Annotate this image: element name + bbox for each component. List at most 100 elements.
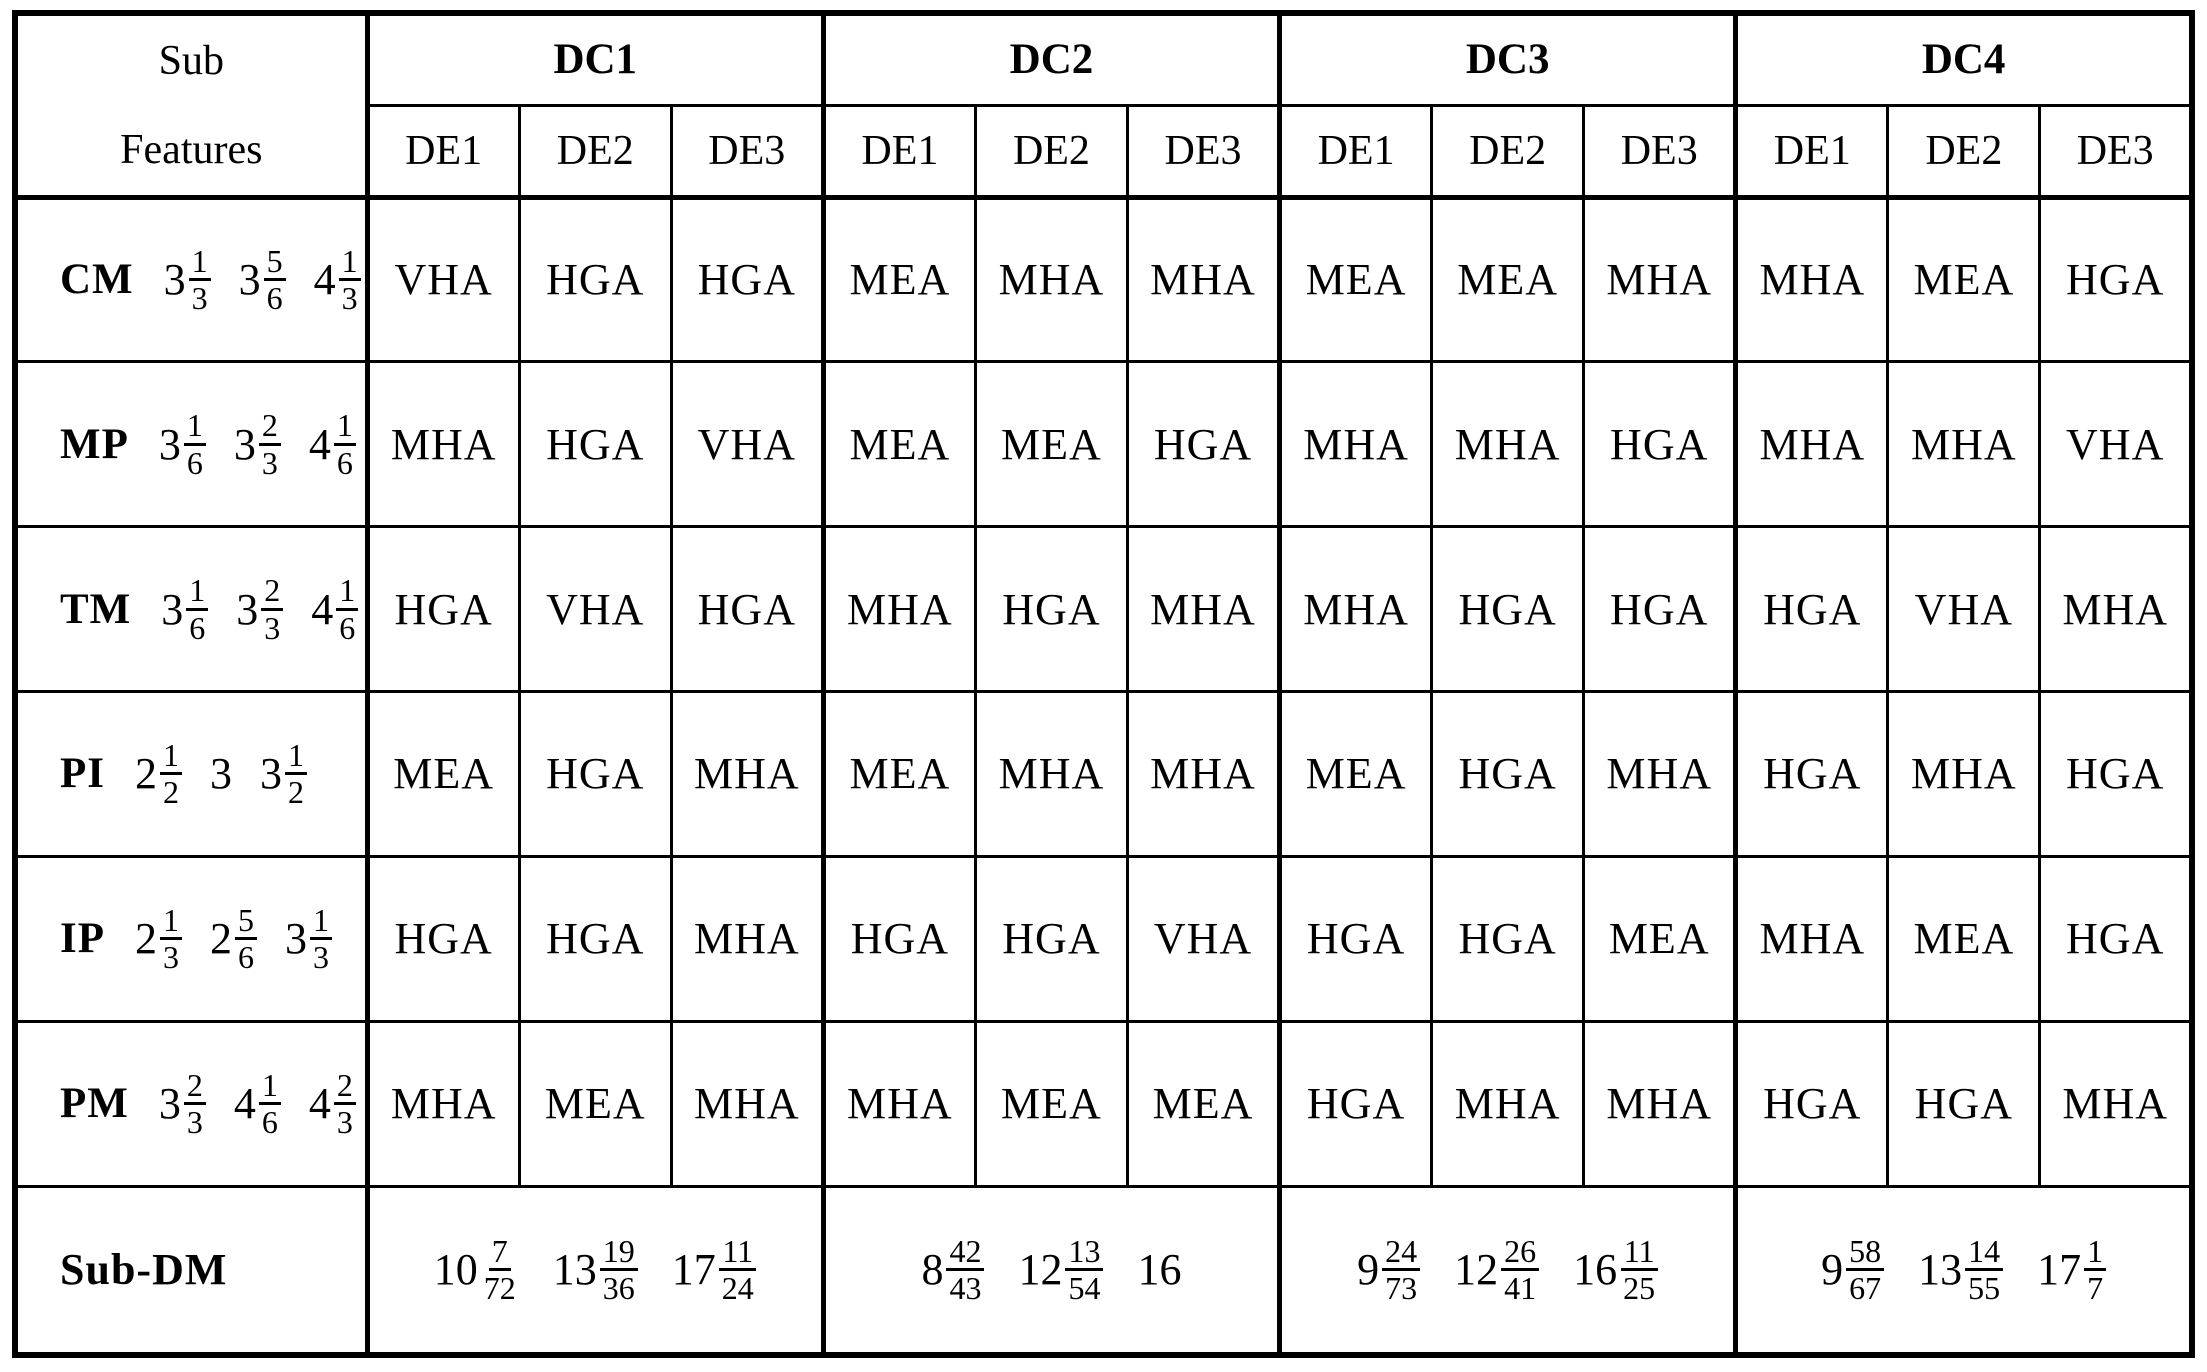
rating-cell: MHA	[1125, 690, 1282, 858]
fraction-numerator: 1	[310, 903, 332, 941]
feature-label-pm: PM 3 2 3 4 1 6 4 2 3	[13, 1019, 369, 1188]
rating-cell: HGA	[2038, 195, 2194, 364]
fraction-numerator: 58	[1846, 1234, 1885, 1272]
fraction-numerator: 2	[258, 408, 281, 446]
rating-cell: HGA	[669, 195, 825, 364]
fraction-numerator: 24	[1382, 1234, 1421, 1272]
fraction-denominator: 36	[602, 1270, 635, 1307]
subcolumn-header-dc3-de1: DE1	[1277, 103, 1434, 200]
feature-label-content: IP 2 1 3 2 5 6 3 1 3	[18, 903, 364, 976]
whole-number: 2	[210, 914, 232, 964]
rating-cell: HGA	[517, 360, 673, 529]
rating-cell: HGA	[1430, 690, 1586, 858]
subcolumn-header-dc1-de1: DE1	[364, 103, 521, 200]
whole-number: 3	[158, 1079, 181, 1129]
column-group-header-dc2: DC2	[820, 11, 1282, 107]
rating-cell: MHA	[1886, 690, 2042, 858]
subcolumn-header-dc3-de3: DE3	[1582, 103, 1738, 200]
rating-cell: HGA	[1733, 1019, 1890, 1188]
rating-cell: MEA	[820, 360, 977, 529]
feature-label-content: PM 3 2 3 4 1 6 4 2 3	[18, 1068, 364, 1141]
rating-cell: MEA	[517, 1019, 673, 1188]
whole-number: 4	[311, 584, 334, 634]
fraction: 24 73	[1382, 1234, 1421, 1307]
rating-cell: HGA	[364, 525, 521, 694]
sub-dm-values-content: 8 42 43 12 13 54 16	[828, 1234, 1276, 1306]
whole-number: 4	[308, 1079, 331, 1129]
subcolumn-header-dc4-de3: DE3	[2038, 103, 2194, 200]
whole-number: 13	[1918, 1245, 1963, 1295]
fraction-numerator: 1	[188, 244, 211, 282]
rating-cell: HGA	[1582, 360, 1738, 529]
fraction-numerator: 1	[2084, 1234, 2107, 1272]
mixed-number: 13 19 36	[553, 1234, 638, 1306]
fraction: 42 43	[946, 1234, 985, 1306]
whole-number: 12	[1454, 1245, 1499, 1295]
whole-number: 12	[1018, 1245, 1063, 1295]
mixed-number: 8 42 43	[921, 1234, 985, 1306]
rating-cell: VHA	[1886, 525, 2042, 694]
corner-line-features: Features	[120, 126, 263, 173]
rating-cell: HGA	[1733, 690, 1890, 858]
whole-number: 17	[2037, 1245, 2082, 1295]
mixed-number: 16 11 25	[1573, 1234, 1658, 1306]
rating-cell: MHA	[1430, 360, 1586, 529]
sub-dm-label: Sub-DM	[60, 1245, 228, 1295]
feature-label-content: PI 2 1 2 3 3 1 2	[18, 738, 364, 810]
sub-dm-values-dc4: 9 58 67 13 14 55 17 1 7	[1733, 1184, 2194, 1357]
rating-cell: MEA	[820, 690, 977, 858]
corner-header-text: Sub Features	[18, 16, 364, 192]
fraction-numerator: 2	[261, 573, 284, 611]
whole-number: 3	[285, 914, 307, 964]
column-group-header-dc3: DC3	[1277, 11, 1738, 107]
fraction-denominator: 6	[339, 609, 356, 646]
whole-number: 3	[210, 749, 232, 799]
fraction-denominator: 24	[721, 1270, 754, 1307]
fraction-denominator: 3	[264, 609, 281, 646]
rating-cell: MEA	[1886, 854, 2042, 1023]
rating-cell: MHA	[364, 360, 521, 529]
whole-number: 3	[260, 749, 282, 799]
fraction-denominator: 55	[1968, 1270, 2001, 1307]
subcolumn-header-dc1-de3: DE3	[669, 103, 825, 200]
rating-cell: MEA	[1277, 195, 1434, 364]
mixed-number: 17 1 7	[2037, 1234, 2107, 1307]
fraction-numerator: 1	[186, 573, 209, 611]
fraction-denominator: 3	[313, 939, 329, 976]
rating-cell: MEA	[1430, 195, 1586, 364]
rating-cell: HGA	[1582, 525, 1738, 694]
feature-label-ip: IP 2 1 3 2 5 6 3 1 3	[13, 854, 369, 1023]
feature-label-content: TM 3 1 6 3 2 3 4 1 6	[18, 573, 364, 646]
rating-cell: MHA	[669, 1019, 825, 1188]
feature-label-cm: CM 3 1 3 3 5 6 4 1 3	[13, 195, 369, 364]
fraction-denominator: 73	[1385, 1270, 1418, 1307]
fraction-denominator: 2	[163, 774, 179, 811]
fraction-numerator: 2	[183, 1068, 206, 1106]
fraction-numerator: 1	[285, 738, 307, 776]
feature-label-pi: PI 2 1 2 3 3 1 2	[13, 690, 369, 858]
fraction: 11 25	[1620, 1234, 1658, 1306]
whole-number: 3	[163, 255, 186, 305]
rating-cell: HGA	[1277, 1019, 1434, 1188]
whole-number: 3	[233, 419, 256, 469]
fraction-denominator: 7	[2087, 1270, 2104, 1307]
fraction-numerator: 1	[258, 1068, 281, 1106]
feature-row-mp: MP 3 1 6 3 2 3 4 1 6 MHA HGA VHA MEA MEA HGA MHA MHA HGA MH…	[13, 360, 2194, 529]
fraction-denominator: 41	[1504, 1270, 1537, 1307]
subcolumn-header-dc2-de2: DE2	[973, 103, 1129, 200]
sub-dm-label-cell: Sub-DM	[13, 1184, 369, 1357]
whole-number: 13	[552, 1245, 597, 1295]
whole-number: 3	[161, 584, 184, 634]
fraction-denominator: 6	[261, 1104, 278, 1141]
